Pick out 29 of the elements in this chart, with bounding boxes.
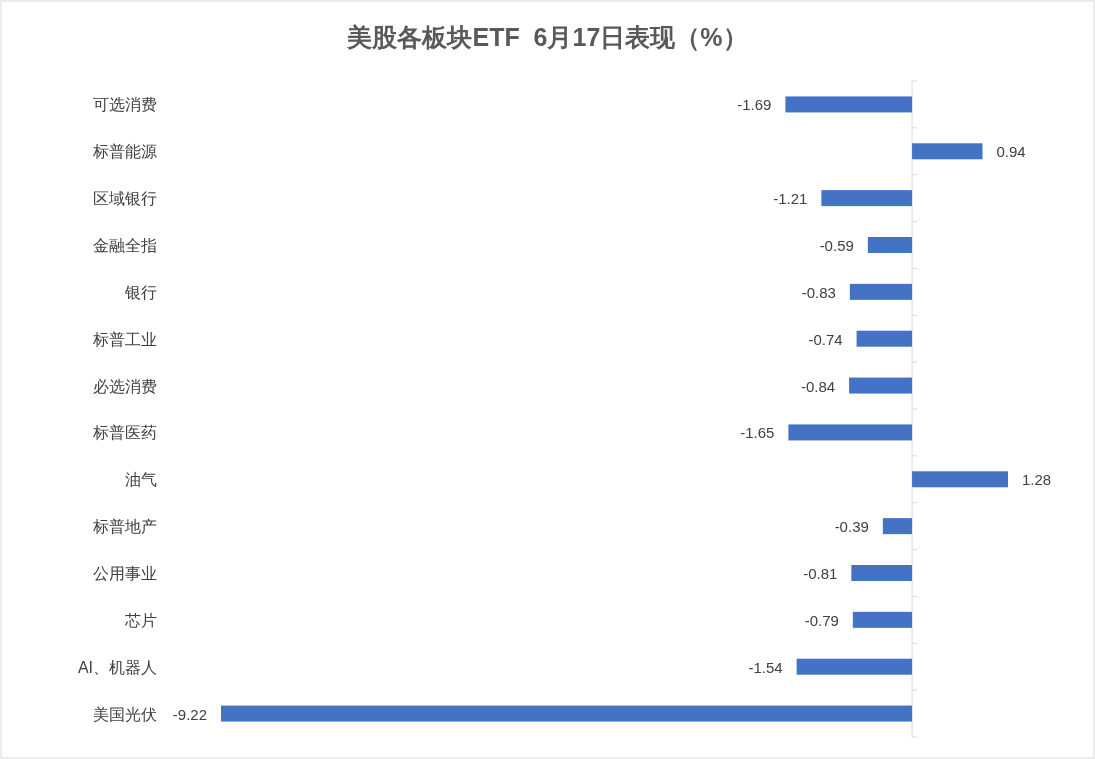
data-label: -1.21	[773, 190, 808, 208]
data-label: 1.28	[1022, 471, 1052, 489]
y-tick-label: 标普能源	[92, 143, 157, 161]
data-label: -0.39	[834, 518, 869, 536]
y-tick-label: 标普工业	[92, 330, 157, 348]
y-tick-label: 金融全指	[93, 237, 157, 254]
y-tick-label: 公用事业	[93, 565, 157, 582]
data-label: -0.84	[800, 377, 836, 395]
y-tick-label: 区域银行	[93, 190, 157, 208]
y-tick-label: 油气	[125, 471, 157, 489]
y-tick-label: 可选消费	[93, 96, 157, 114]
data-label: -0.79	[804, 611, 839, 629]
y-tick-label: 银行	[124, 283, 157, 301]
data-label: -0.81	[803, 565, 838, 582]
data-label: -0.59	[819, 237, 854, 254]
data-label: -9.22	[172, 705, 207, 723]
chart-title: 美股各板块ETF 6月17日表现（%）	[346, 23, 748, 51]
data-label: -1.69	[737, 96, 772, 114]
data-label: -0.74	[808, 330, 843, 348]
y-tick-label: 芯片	[124, 611, 157, 629]
y-tick-label: 美国光伏	[93, 705, 157, 723]
y-tick-label: AI、机器人	[77, 658, 157, 676]
data-label: -1.54	[748, 658, 783, 676]
y-tick-label: 标普医药	[92, 424, 157, 442]
data-label: 0.94	[996, 143, 1026, 161]
data-label: -0.83	[801, 283, 836, 301]
y-tick-label: 标普地产	[92, 518, 157, 536]
data-label: -1.65	[740, 424, 775, 442]
y-tick-label: 必选消费	[93, 377, 157, 395]
